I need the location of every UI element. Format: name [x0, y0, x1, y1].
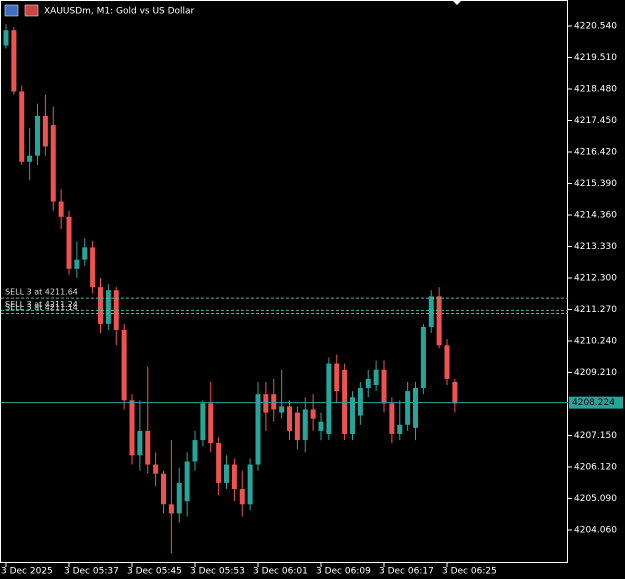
candle-body: [357, 388, 363, 416]
candle-body: [145, 430, 151, 465]
plot-frame: [0, 0, 568, 563]
candle-body: [413, 388, 418, 428]
candle-body: [452, 381, 458, 404]
y-tick-label: 4205.090: [574, 494, 617, 504]
candle-body: [397, 424, 403, 434]
chart-icon: [24, 4, 39, 17]
y-tick-label: 4204.060: [574, 525, 617, 535]
candle-body: [3, 30, 9, 46]
candle-body: [247, 464, 253, 505]
y-tick-label: 4214.360: [574, 210, 617, 220]
candle-body: [239, 488, 245, 505]
candle-body: [216, 443, 222, 483]
bid-label: 4208.224: [572, 398, 615, 408]
y-tick-label: 4213.330: [574, 242, 617, 252]
candle-body: [381, 369, 387, 404]
candle-body: [279, 406, 285, 413]
y-tick-label: 4209.210: [574, 368, 617, 378]
x-tick-label: 3 Dec 05:53: [190, 567, 245, 577]
candle-body: [302, 409, 308, 441]
candle-body: [66, 216, 72, 269]
candle-body: [287, 406, 292, 431]
candle-body: [168, 504, 174, 514]
candle-body: [129, 400, 135, 456]
candle-body: [42, 115, 48, 147]
candle-body: [373, 369, 379, 386]
x-tick-label: 3 Dec 05:37: [64, 567, 119, 577]
chart-title: XAUUSDm, M1: Gold vs US Dollar: [44, 7, 195, 17]
candle-body: [231, 464, 237, 489]
candle-body: [310, 409, 316, 419]
order-label: SELL 3 at 4211.14: [5, 303, 78, 312]
candle-body: [200, 403, 206, 441]
candle-body: [184, 461, 190, 502]
order-label: SELL 3 at 4211.24: [5, 300, 78, 309]
y-tick-label: 4207.150: [574, 431, 617, 441]
candle-body: [436, 296, 442, 346]
candle-body: [74, 259, 80, 269]
candle-body: [11, 30, 17, 92]
y-tick-label: 4216.420: [574, 147, 617, 157]
candle-body: [271, 394, 277, 410]
x-tick-label: 3 Dec 2025: [1, 567, 53, 577]
candle-body: [405, 391, 411, 425]
x-tick-label: 3 Dec 06:25: [442, 567, 497, 577]
candle-body: [389, 403, 395, 434]
y-tick-label: 4211.270: [574, 305, 617, 315]
y-tick-label: 4218.480: [574, 84, 617, 94]
candle-body: [342, 369, 348, 434]
candle-body: [161, 473, 166, 505]
candle-body: [58, 201, 64, 217]
candle-body: [334, 363, 340, 392]
candle-body: [255, 394, 261, 465]
candle-body: [318, 421, 324, 431]
candle-body: [90, 247, 96, 288]
x-tick-label: 3 Dec 06:01: [253, 567, 308, 577]
candle-body: [224, 464, 229, 483]
shift-marker: [452, 0, 462, 5]
candle-body: [98, 287, 103, 324]
y-tick-label: 4215.390: [574, 179, 617, 189]
x-tick-label: 3 Dec 06:09: [316, 567, 371, 577]
candle-body: [27, 155, 33, 162]
candle-body: [35, 115, 40, 156]
y-tick-label: 4217.450: [574, 116, 617, 126]
candle-body: [137, 430, 143, 456]
candle-body: [82, 247, 88, 260]
y-tick-label: 4206.120: [574, 462, 617, 472]
y-tick-label: 4210.240: [574, 336, 617, 346]
order-label: SELL 3 at 4211.64: [5, 288, 78, 297]
candle-body: [263, 394, 269, 413]
y-tick-label: 4219.510: [574, 53, 617, 63]
candle-body: [121, 329, 127, 401]
y-tick-label: 4212.300: [574, 273, 617, 283]
candle-body: [444, 345, 450, 379]
candle-body: [153, 464, 159, 474]
candle-body: [192, 440, 198, 462]
candle-body: [420, 326, 426, 389]
candle-body: [208, 403, 214, 444]
candle-body: [350, 397, 355, 434]
window-icons: [4, 4, 39, 17]
y-tick-label: 4220.540: [574, 21, 617, 31]
x-tick-label: 3 Dec 06:17: [379, 567, 434, 577]
candle-body: [326, 363, 332, 434]
x-tick-label: 3 Dec 05:45: [127, 567, 182, 577]
menu-icon: [4, 4, 19, 17]
bid-box: [569, 396, 623, 409]
candle-body: [294, 412, 300, 441]
candle-body: [50, 125, 56, 202]
candle-body: [176, 482, 182, 514]
candle-body: [19, 91, 25, 162]
candle-body: [365, 378, 371, 389]
candle-body: [428, 296, 434, 327]
candle-body: [105, 290, 111, 324]
